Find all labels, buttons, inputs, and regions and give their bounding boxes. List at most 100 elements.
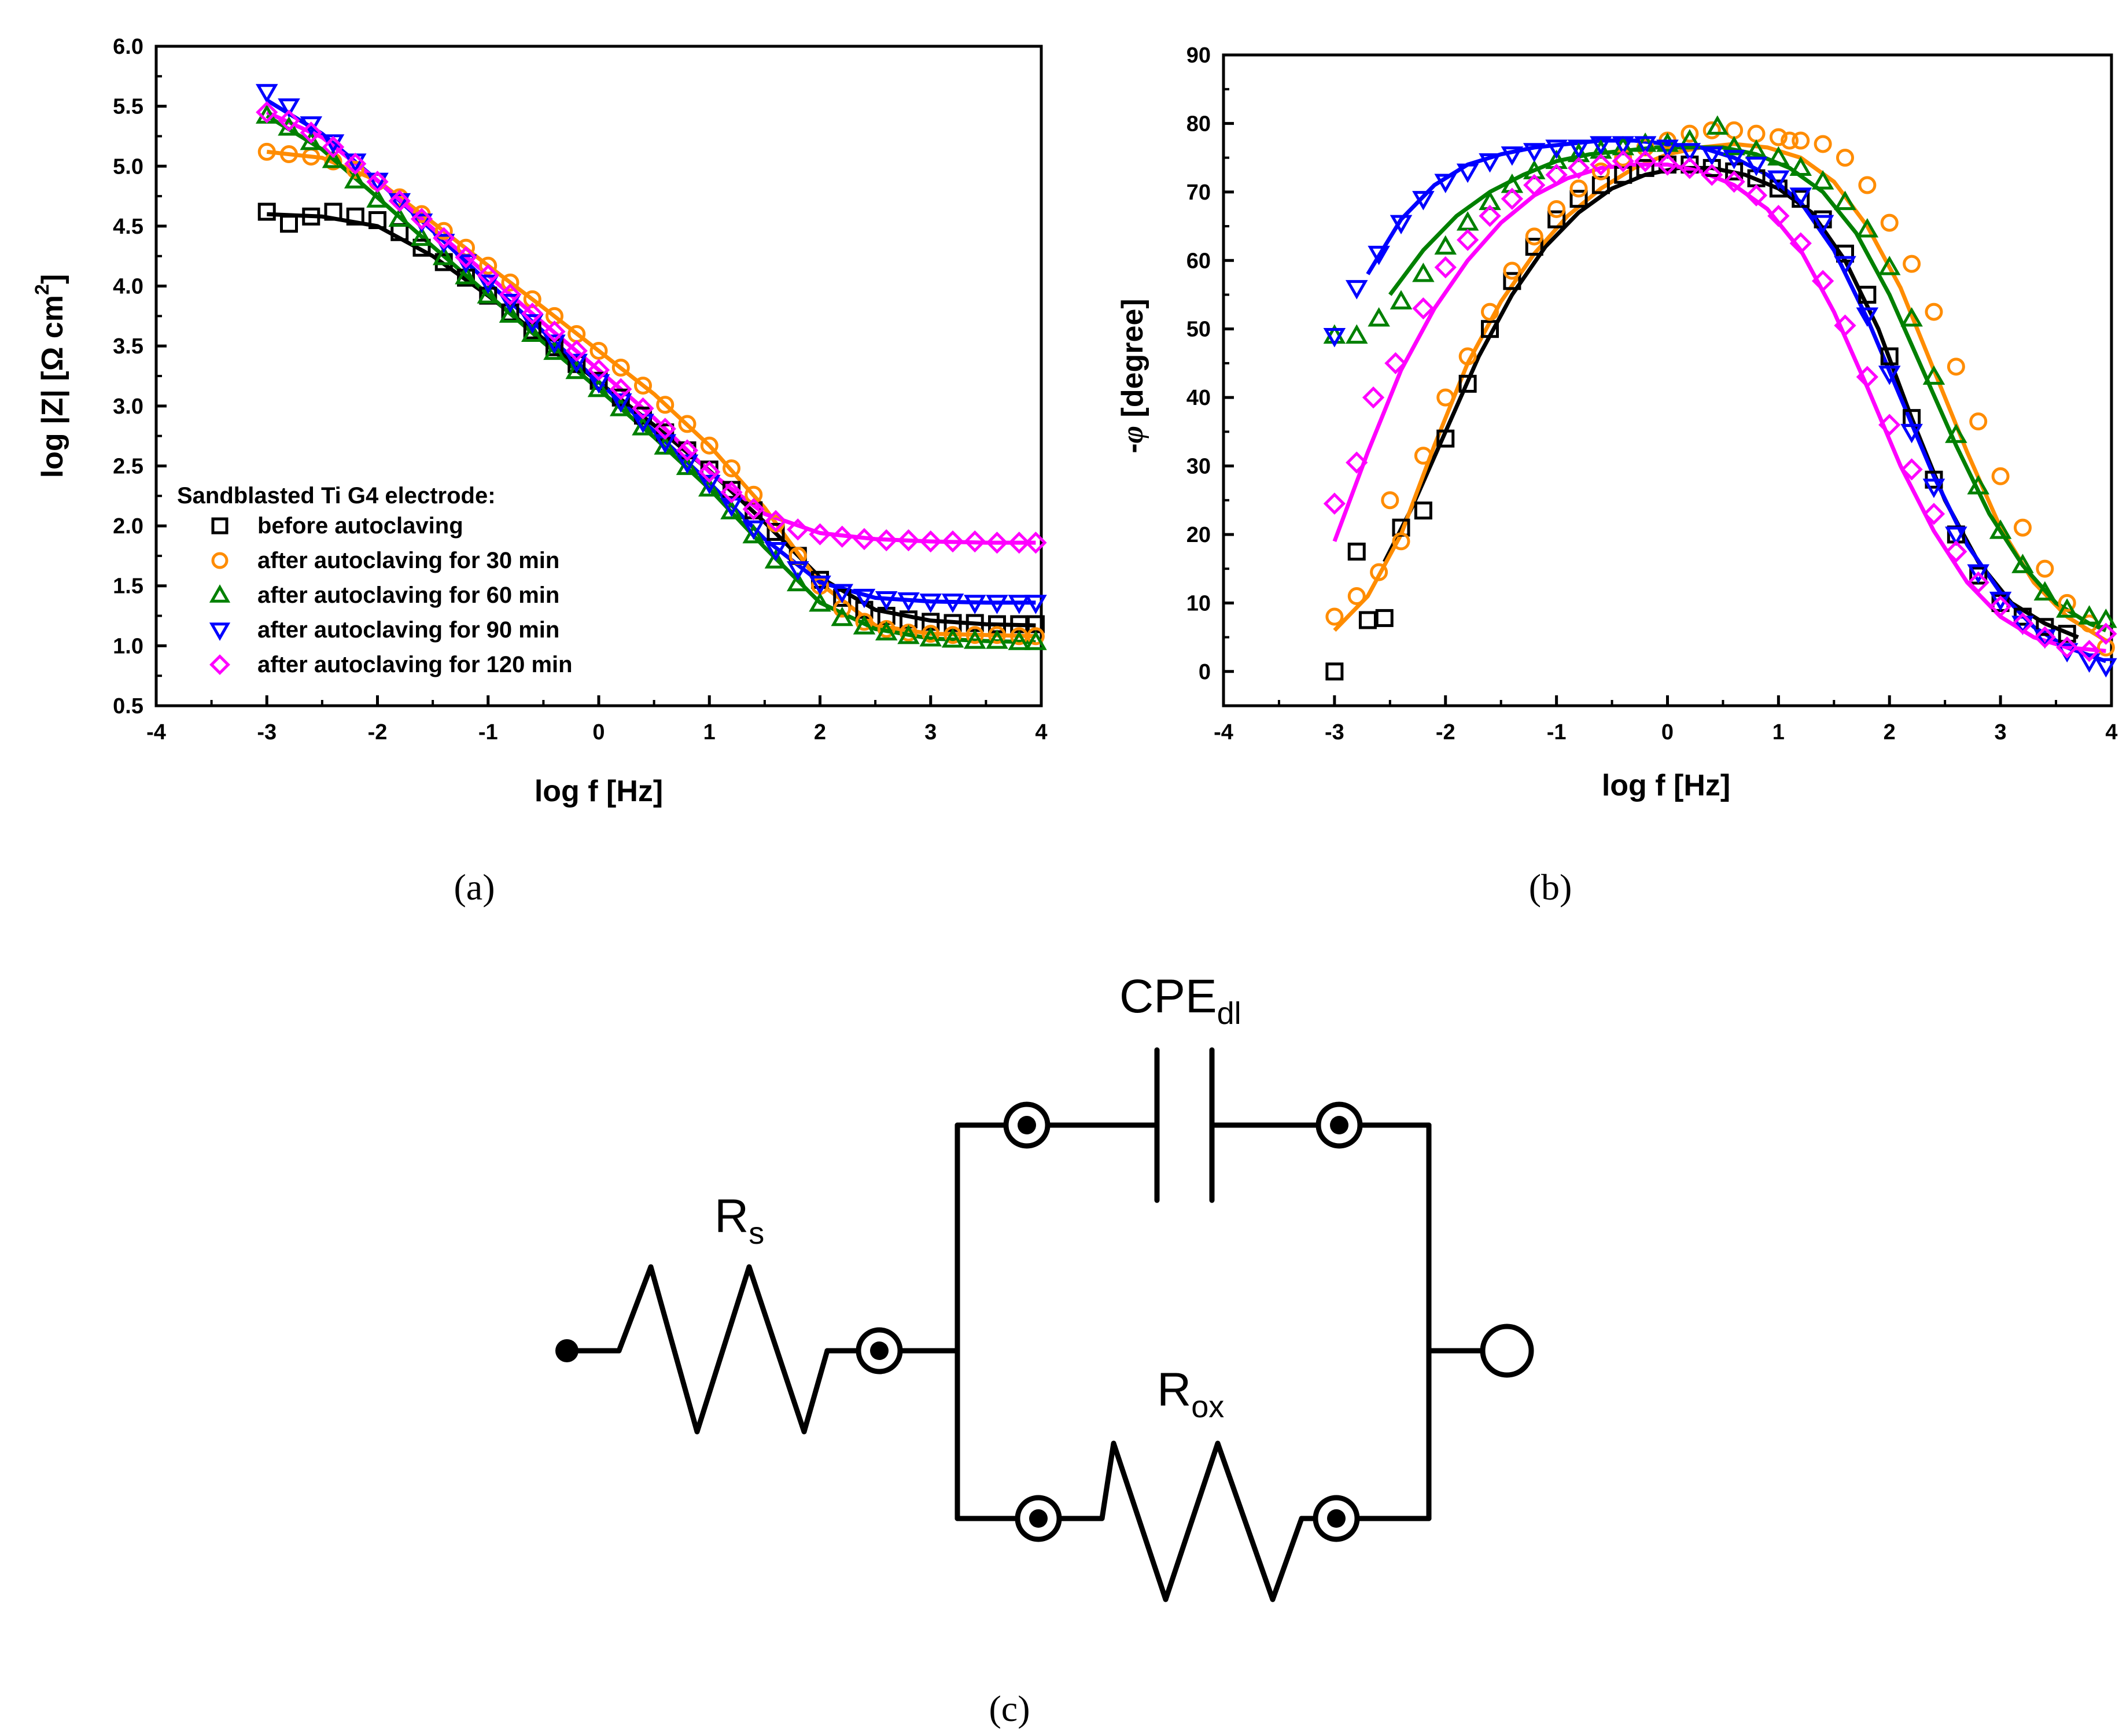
data-point-triangle-up <box>1900 307 1923 327</box>
data-point-triangle-down <box>587 374 610 394</box>
data-point-circle <box>589 341 608 360</box>
data-point-diamond <box>1008 531 1030 554</box>
data-point-triangle-up <box>300 130 323 150</box>
data-point-square <box>833 588 852 607</box>
data-point-diamond <box>344 152 367 175</box>
data-point-diamond <box>941 530 964 553</box>
data-point-square <box>1325 662 1344 681</box>
x-tick-label: 2 <box>814 720 826 744</box>
data-point-diamond <box>300 121 322 144</box>
panel-b-data-points <box>1323 115 2117 681</box>
fit-line-triangle-down <box>1366 138 2107 664</box>
data-point-circle <box>1769 128 1788 146</box>
data-point-triangle-up <box>2055 598 2079 618</box>
data-point-triangle-down <box>1323 327 1346 348</box>
data-point-circle <box>634 377 652 395</box>
data-point-triangle-down <box>2011 615 2034 635</box>
data-point-triangle-up <box>764 549 787 569</box>
data-point-diamond <box>1025 531 1047 554</box>
data-point-triangle-down <box>2033 629 2057 649</box>
data-point-square <box>1358 611 1377 629</box>
data-point-circle <box>1747 124 1766 143</box>
data-point-triangle-down <box>1008 595 1031 614</box>
panel-a-y-axis-label-main: log |Z| [Ω cm <box>36 295 69 478</box>
data-point-square <box>1547 210 1566 228</box>
data-point-diamond <box>787 518 809 541</box>
data-point-circle <box>280 145 298 164</box>
x-tick-label: -4 <box>1214 720 1233 744</box>
data-point-triangle-down <box>1412 191 1435 211</box>
data-point-triangle-down <box>1368 245 1390 266</box>
data-point-triangle-up <box>1025 631 1047 650</box>
data-point-circle <box>1903 255 1921 273</box>
data-point-diamond <box>2011 612 2034 635</box>
data-point-triangle-down <box>1567 139 1590 159</box>
panel-b-y-axis-label-main: [degree] <box>1116 298 1149 426</box>
data-point-triangle-down <box>1878 366 1901 385</box>
data-point-diamond <box>1678 157 1701 179</box>
data-point-triangle-up <box>1834 190 1856 211</box>
data-point-circle <box>1681 124 1699 143</box>
data-point-triangle-down <box>1723 150 1745 169</box>
data-point-diamond <box>2078 640 2100 662</box>
data-point-triangle-down <box>1434 174 1457 194</box>
data-point-diamond <box>1723 170 1745 193</box>
data-point-triangle-down <box>742 520 765 540</box>
data-point-diamond <box>1545 164 1568 186</box>
data-point-triangle-down <box>1789 187 1812 207</box>
legend-entry-label: after autoclaving for 120 min <box>257 652 573 677</box>
data-point-square <box>1769 179 1788 198</box>
data-point-triangle-up <box>543 340 566 360</box>
data-point-triangle-down <box>919 594 942 613</box>
data-point-circle <box>479 256 497 275</box>
data-point-diamond <box>1811 270 1834 292</box>
x-tick-label: 3 <box>924 720 937 744</box>
data-point-triangle-up <box>963 629 986 649</box>
data-point-triangle-down <box>543 334 566 354</box>
x-tick-label: 1 <box>703 720 716 744</box>
data-point-circle <box>434 222 453 240</box>
data-point-triangle-up <box>366 188 389 208</box>
data-point-circle <box>2096 638 2115 657</box>
data-point-triangle-down <box>2078 653 2100 673</box>
data-point-triangle-up <box>786 572 809 592</box>
data-point-triangle-down <box>1590 136 1612 156</box>
data-point-diamond <box>587 359 610 381</box>
data-point-diamond <box>875 529 898 552</box>
data-point-diamond <box>1789 232 1812 255</box>
data-point-triangle-up <box>1390 290 1413 309</box>
data-point-circle <box>855 613 874 631</box>
data-point-triangle-up <box>919 626 942 647</box>
data-point-square <box>1414 502 1432 519</box>
circuit-label-cpe-sub: dl <box>1217 996 1241 1031</box>
data-point-diamond <box>1412 297 1435 320</box>
data-point-diamond <box>1384 352 1407 375</box>
data-point-diamond <box>2056 636 2079 659</box>
y-tick-label: 5.5 <box>113 95 143 119</box>
data-point-triangle-down <box>853 588 876 609</box>
data-point-square <box>368 211 386 230</box>
panel-a-y-axis-label-sup: 2 <box>31 284 53 295</box>
data-point-triangle-down <box>1945 526 1967 546</box>
data-point-circle <box>656 396 675 414</box>
data-point-diamond <box>1346 451 1368 474</box>
data-point-diamond <box>1989 595 2012 618</box>
data-point-triangle-down <box>499 293 522 314</box>
data-point-square <box>1347 543 1366 561</box>
data-point-diamond <box>410 208 433 230</box>
data-point-square <box>346 207 364 226</box>
data-point-square <box>2058 625 2076 643</box>
legend-marker-square <box>211 517 229 535</box>
y-tick-label: 2.0 <box>113 514 143 539</box>
data-point-triangle-up <box>1767 146 1790 166</box>
data-point-circle <box>1569 179 1588 198</box>
circuit-label-rs-sub: s <box>749 1216 764 1251</box>
data-point-triangle-down <box>255 84 278 104</box>
data-point-triangle-down <box>609 393 632 413</box>
data-point-circle <box>1392 532 1410 551</box>
data-point-square <box>257 202 276 221</box>
y-tick-label: 80 <box>1186 112 1211 136</box>
data-point-circle <box>1010 627 1029 646</box>
data-point-circle <box>1836 149 1854 167</box>
data-point-diamond <box>610 378 632 400</box>
